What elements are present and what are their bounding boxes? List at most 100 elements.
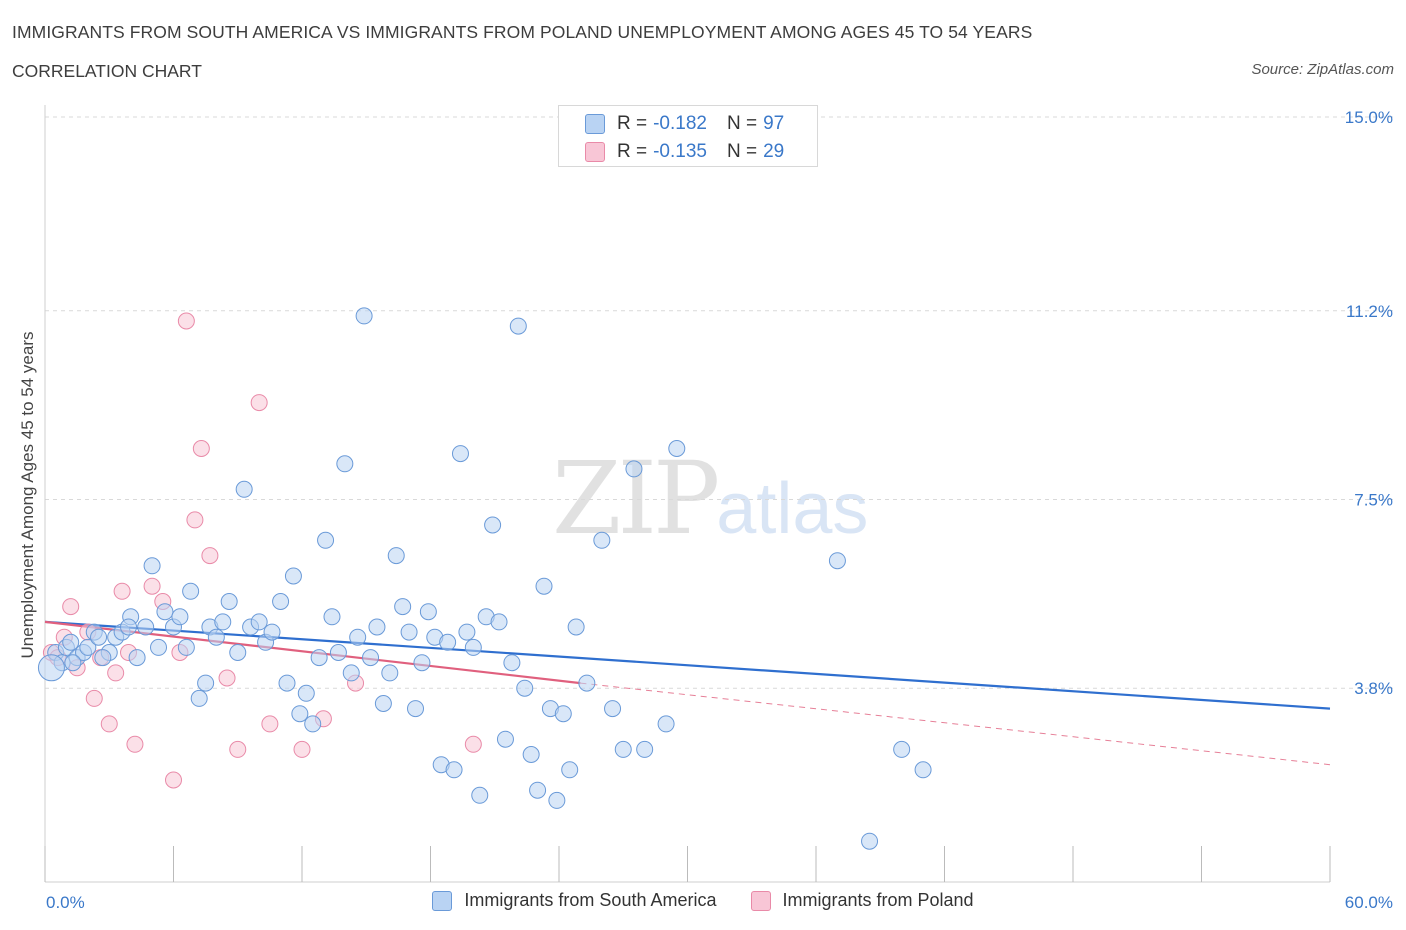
data-point-south-america: [439, 633, 457, 651]
data-point-south-america: [554, 705, 572, 723]
data-point-south-america: [278, 674, 296, 692]
blue-swatch-icon: [585, 114, 605, 134]
data-point-south-america: [368, 618, 386, 636]
data-point-south-america: [400, 623, 418, 641]
data-point-south-america: [522, 746, 540, 763]
data-point-poland: [250, 394, 268, 412]
axes: [44, 105, 1331, 883]
data-point-poland: [229, 740, 247, 758]
series-legend: Immigrants from South America Immigrants…: [0, 890, 1406, 911]
data-point-south-america: [458, 623, 476, 641]
data-point-south-america: [177, 638, 195, 656]
data-point-south-america: [503, 654, 521, 672]
data-point-south-america: [362, 649, 380, 667]
data-point-poland: [261, 715, 279, 733]
data-point-poland: [143, 577, 161, 595]
data-point-south-america: [914, 761, 932, 779]
data-point-south-america: [229, 644, 247, 661]
gridlines: [45, 116, 1395, 689]
data-point-south-america: [548, 791, 566, 809]
x-tick-labels: 0.0% 60.0%: [46, 893, 1393, 912]
data-point-poland: [201, 547, 219, 565]
data-point-south-america: [263, 623, 281, 641]
data-point-poland: [85, 689, 103, 707]
data-point-south-america: [62, 633, 80, 651]
data-point-south-america: [535, 577, 553, 595]
data-point-south-america: [304, 715, 322, 733]
data-point-south-america: [182, 582, 200, 600]
data-point-poland: [113, 582, 131, 600]
data-point-south-america: [614, 740, 632, 758]
data-point-south-america: [407, 700, 425, 718]
y-tick-label: 15.0%: [1345, 108, 1393, 127]
chart-title: IMMIGRANTS FROM SOUTH AMERICA VS IMMIGRA…: [12, 22, 1033, 42]
data-point-poland: [126, 735, 144, 753]
data-point-south-america: [150, 638, 168, 656]
data-point-poland: [107, 664, 125, 682]
data-point-south-america: [323, 608, 341, 626]
y-tick-label: 7.5%: [1354, 491, 1393, 510]
data-point-south-america: [207, 628, 225, 646]
data-point-south-america: [593, 531, 611, 549]
x-tick-label: 0.0%: [46, 893, 85, 912]
data-point-south-america: [317, 531, 335, 549]
data-point-poland: [165, 771, 182, 789]
data-point-south-america: [496, 730, 514, 748]
data-point-south-america: [297, 684, 315, 702]
data-point-south-america: [143, 557, 161, 575]
data-point-south-america: [413, 654, 431, 672]
data-point-south-america: [604, 700, 622, 718]
data-point-poland: [186, 511, 204, 529]
data-point-south-america: [37, 654, 65, 682]
n-value: 97: [763, 113, 785, 134]
data-point-south-america: [291, 705, 309, 723]
data-point-south-america: [828, 552, 846, 570]
data-point-south-america: [197, 674, 215, 692]
data-point-south-america: [516, 679, 534, 697]
pink-swatch-icon: [585, 142, 605, 162]
data-point-south-america: [464, 638, 482, 656]
y-tick-label: 3.8%: [1354, 679, 1393, 698]
y-tick-labels: 3.8% 7.5% 11.2% 15.0%: [1345, 108, 1393, 698]
source-label: Source: ZipAtlas.com: [1251, 61, 1394, 78]
r-value: -0.182: [653, 113, 707, 134]
data-point-south-america: [349, 628, 367, 646]
data-point-south-america: [567, 618, 585, 636]
data-point-poland: [464, 735, 482, 753]
legend-item-poland[interactable]: Immigrants from Poland: [750, 890, 974, 911]
stats-legend: R = -0.182 N = 97 R = -0.135 N = 29: [558, 105, 818, 167]
data-point-south-america: [90, 628, 108, 646]
r-value: -0.135: [653, 141, 707, 162]
data-point-south-america: [578, 674, 596, 692]
data-point-south-america: [310, 649, 328, 667]
data-point-south-america: [387, 547, 405, 565]
data-point-south-america: [137, 618, 155, 636]
chart-subtitle: CORRELATION CHART: [12, 61, 202, 81]
data-point-poland: [192, 440, 210, 457]
legend-item-south-america[interactable]: Immigrants from South America: [432, 890, 717, 911]
data-point-south-america: [336, 455, 354, 473]
blue-swatch-icon: [432, 890, 453, 911]
data-point-south-america: [484, 516, 502, 534]
n-value: 29: [763, 141, 785, 162]
data-point-south-america: [657, 715, 675, 733]
data-point-south-america: [529, 781, 547, 799]
trend-line-south-america: [44, 620, 1331, 710]
data-point-south-america: [893, 740, 911, 758]
data-point-south-america: [329, 644, 347, 661]
data-point-south-america: [250, 613, 268, 631]
x-tick-label: 60.0%: [1345, 893, 1393, 912]
legend-row-south-america: R = -0.182 N = 97: [585, 113, 784, 135]
data-point-south-america: [342, 664, 360, 682]
data-point-south-america: [156, 603, 174, 621]
data-point-south-america: [625, 460, 643, 478]
data-point-poland: [62, 598, 80, 616]
data-point-south-america: [355, 307, 373, 325]
data-point-south-america: [636, 740, 654, 758]
data-point-poland: [100, 715, 118, 733]
data-point-south-america: [128, 649, 146, 667]
data-point-south-america: [381, 664, 399, 682]
y-tick-label: 11.2%: [1346, 302, 1393, 321]
data-point-south-america: [171, 608, 189, 626]
